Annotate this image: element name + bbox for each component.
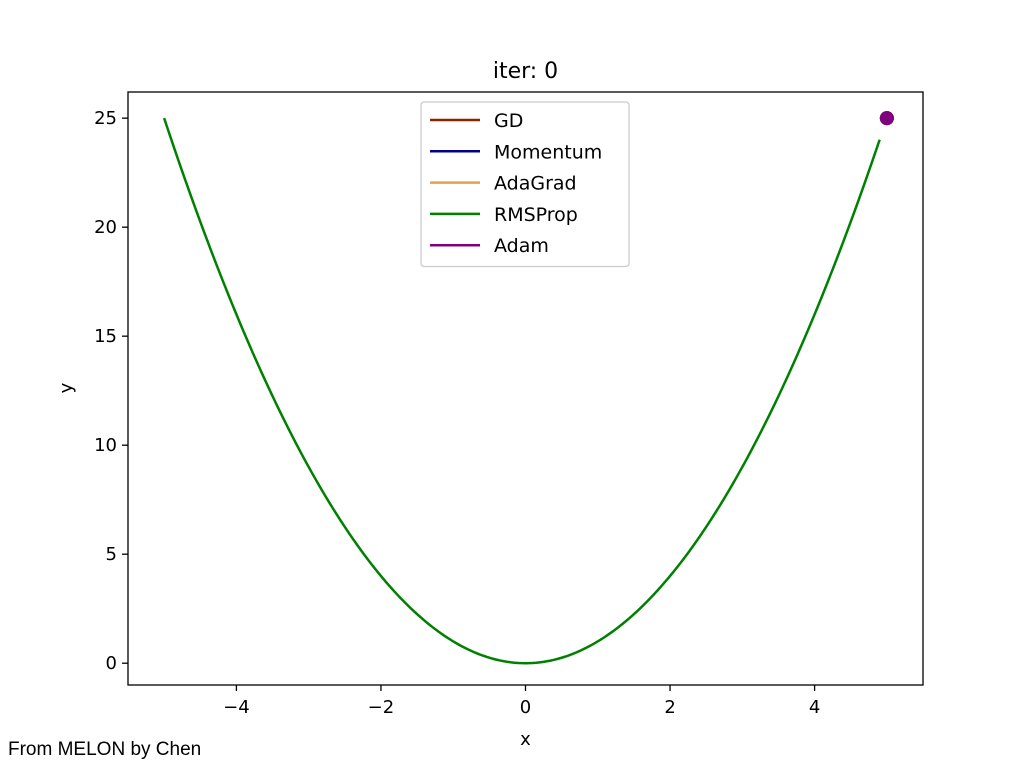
y-tick-label: 0 — [106, 653, 117, 674]
legend-label-rmsprop: RMSProp — [494, 204, 578, 226]
function-curve — [162, 117, 881, 665]
x-axis-label: x — [520, 729, 531, 750]
legend: GD Momentum AdaGrad RMSProp Adam — [420, 101, 630, 268]
x-tick-label: −4 — [223, 697, 250, 718]
y-tick-label: 5 — [106, 544, 117, 565]
x-tick-label: −2 — [368, 697, 395, 718]
x-tick-label: 2 — [664, 697, 675, 718]
axes: −4 −2 0 2 4 0 5 10 15 20 25 — [94, 91, 924, 718]
y-tick-label: 10 — [94, 435, 117, 456]
footer-credit: From MELON by Chen — [8, 739, 202, 760]
y-axis-label: y — [56, 382, 77, 393]
legend-box — [420, 101, 630, 268]
legend-label-adam: Adam — [494, 235, 549, 257]
plot-area — [162, 111, 894, 665]
legend-label-gd: GD — [494, 110, 523, 132]
x-tick-label: 4 — [809, 697, 820, 718]
point-adam — [879, 111, 894, 126]
x-tick-label: 0 — [520, 697, 531, 718]
y-tick-label: 25 — [94, 108, 117, 129]
legend-label-momentum: Momentum — [494, 141, 602, 163]
legend-label-adagrad: AdaGrad — [494, 173, 577, 195]
y-tick-label: 20 — [94, 217, 117, 238]
y-tick-label: 15 — [94, 326, 117, 347]
chart-title: iter: 0 — [493, 59, 558, 84]
